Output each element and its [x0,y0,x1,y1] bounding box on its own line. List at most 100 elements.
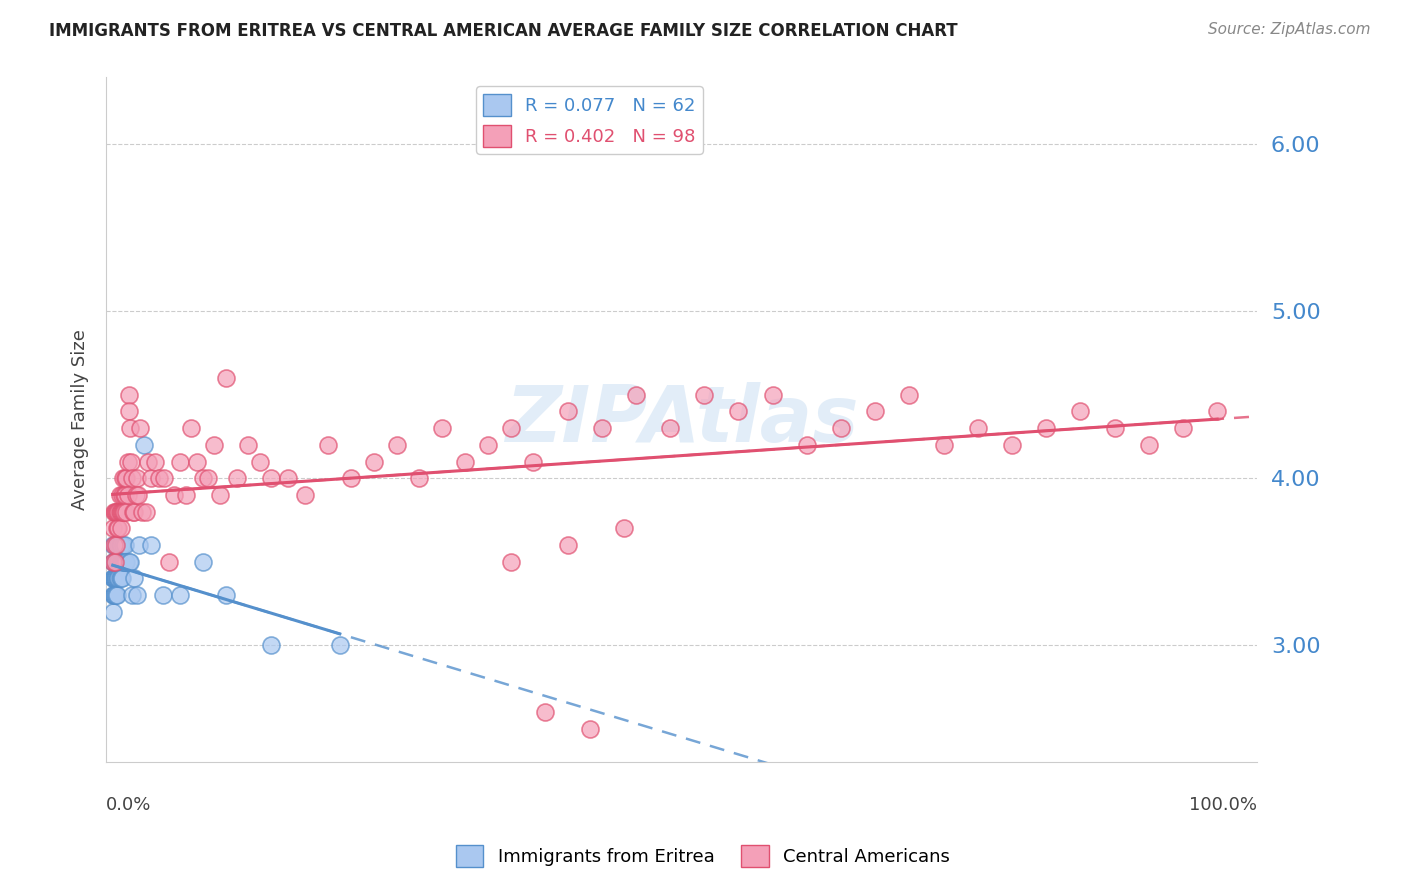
Point [105,538,128,552]
Point [105,505,128,519]
Point [114,471,136,485]
Point [430,421,453,435]
Point [103,588,125,602]
Point [124,488,146,502]
Point [110,521,132,535]
Point [111,505,134,519]
Point [111,555,134,569]
Point [108,572,131,586]
Point [104,505,127,519]
Point [408,471,430,485]
Point [329,638,352,652]
Point [214,588,236,602]
Point [110,555,132,569]
Point [101,588,124,602]
Point [499,421,522,435]
Point [898,388,921,402]
Point [557,538,579,552]
Point [135,505,157,519]
Point [101,555,124,569]
Point [105,555,128,569]
Text: 0.0%: 0.0% [105,797,152,814]
Point [111,488,134,502]
Point [141,471,163,485]
Point [105,521,128,535]
Point [121,471,143,485]
Point [104,572,127,586]
Point [522,454,544,468]
Point [174,488,197,502]
Point [110,505,132,519]
Point [117,454,139,468]
Point [226,471,249,485]
Point [104,572,127,586]
Point [111,505,134,519]
Point [169,588,191,602]
Text: Source: ZipAtlas.com: Source: ZipAtlas.com [1208,22,1371,37]
Point [101,555,124,569]
Point [107,521,129,535]
Point [121,588,143,602]
Point [105,555,128,569]
Point [114,488,136,502]
Point [143,454,166,468]
Point [1137,438,1160,452]
Point [107,572,129,586]
Point [105,555,128,569]
Point [105,588,128,602]
Point [1171,421,1194,435]
Point [108,538,131,552]
Text: 100.0%: 100.0% [1189,797,1257,814]
Point [499,555,522,569]
Point [105,572,128,586]
Point [1069,404,1091,418]
Point [112,555,135,569]
Point [108,488,131,502]
Point [153,471,176,485]
Legend: Immigrants from Eritrea, Central Americans: Immigrants from Eritrea, Central America… [449,838,957,874]
Point [1035,421,1057,435]
Text: IMMIGRANTS FROM ERITREA VS CENTRAL AMERICAN AVERAGE FAMILY SIZE CORRELATION CHAR: IMMIGRANTS FROM ERITREA VS CENTRAL AMERI… [49,22,957,40]
Point [260,638,283,652]
Point [103,572,125,586]
Point [191,471,214,485]
Text: ZIPAtlas: ZIPAtlas [505,382,858,458]
Point [111,555,134,569]
Point [103,588,125,602]
Point [613,521,636,535]
Point [111,538,134,552]
Point [104,555,127,569]
Point [104,555,127,569]
Point [1104,421,1126,435]
Point [1001,438,1024,452]
Point [128,538,150,552]
Point [118,388,141,402]
Point [124,572,146,586]
Point [110,538,132,552]
Point [104,555,127,569]
Point [316,438,339,452]
Point [115,555,138,569]
Point [118,421,141,435]
Point [103,555,125,569]
Point [169,454,191,468]
Point [105,572,128,586]
Point [105,538,128,552]
Point [131,505,153,519]
Point [385,438,408,452]
Point [163,488,186,502]
Point [104,588,127,602]
Point [693,388,716,402]
Point [111,572,134,586]
Point [477,438,499,452]
Point [104,538,127,552]
Point [762,388,785,402]
Point [105,588,128,602]
Point [132,438,155,452]
Point [107,505,129,519]
Point [340,471,363,485]
Point [103,555,125,569]
Point [114,538,136,552]
Point [107,555,129,569]
Point [103,538,125,552]
